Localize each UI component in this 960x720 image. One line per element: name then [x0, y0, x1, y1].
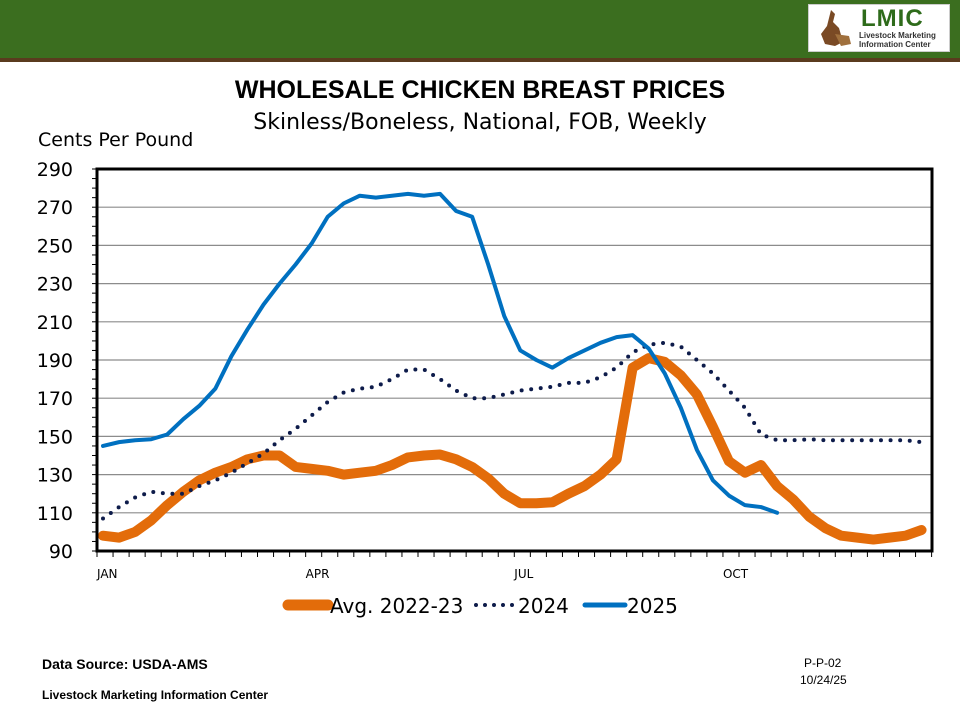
organization-name: Livestock Marketing Information Center	[42, 688, 269, 702]
y-tick-label: 170	[37, 388, 73, 410]
chart-code: P-P-02	[804, 656, 842, 670]
logo-subtitle: Livestock Marketing Information Center	[859, 31, 936, 49]
series-line-avg-2022-23	[98, 353, 927, 545]
y-tick-label: 110	[37, 503, 73, 525]
legend-label: Avg. 2022-23	[330, 594, 463, 618]
y-tick-label: 270	[37, 197, 73, 219]
chart-title: WHOLESALE CHICKEN BREAST PRICES	[234, 76, 726, 104]
logo-title: LMIC	[861, 5, 924, 32]
header-banner	[0, 0, 960, 58]
y-tick-label: 150	[37, 426, 73, 448]
y-tick-label: 190	[37, 350, 73, 372]
data-source: Data Source: USDA-AMS	[42, 656, 208, 672]
chart-date: 10/24/25	[800, 673, 847, 687]
legend-label: 2025	[627, 594, 678, 618]
x-tick-label: JUL	[513, 567, 533, 581]
y-axis-label: Cents Per Pound	[38, 129, 194, 151]
lmic-logo: LMIC Livestock Marketing Information Cen…	[808, 4, 950, 52]
y-tick-label: 130	[37, 465, 73, 487]
header-divider	[0, 58, 960, 62]
cowboy-logo-icon	[821, 10, 851, 46]
y-tick-label: 90	[49, 541, 73, 563]
x-tick-label: OCT	[723, 567, 749, 581]
plot-frame	[95, 167, 934, 553]
logo-subtitle-line: Livestock Marketing	[859, 31, 936, 40]
x-tick-label: APR	[306, 567, 330, 581]
chart-subtitle: Skinless/Boneless, National, FOB, Weekly	[253, 110, 707, 135]
logo-subtitle-line: Information Center	[859, 40, 931, 49]
series-line-2024	[101, 340, 924, 521]
series-line-2025	[101, 191, 780, 515]
legend-label: 2024	[518, 594, 569, 618]
y-tick-label: 250	[37, 235, 73, 257]
y-tick-label: 210	[37, 312, 73, 334]
y-tick-label: 230	[37, 274, 73, 296]
y-tick-label: 290	[37, 159, 73, 181]
x-tick-label: JAN	[96, 567, 118, 581]
